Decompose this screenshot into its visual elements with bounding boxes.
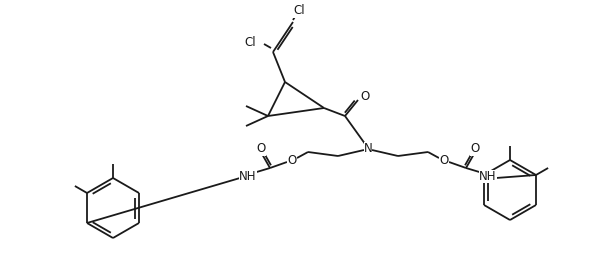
Text: NH: NH <box>239 169 257 183</box>
Text: O: O <box>287 154 297 166</box>
Text: O: O <box>470 143 480 155</box>
Text: N: N <box>364 142 372 154</box>
Text: O: O <box>360 91 370 103</box>
Text: O: O <box>439 154 449 166</box>
Text: O: O <box>256 143 266 155</box>
Text: Cl: Cl <box>293 5 305 17</box>
Text: NH: NH <box>479 169 496 183</box>
Text: Cl: Cl <box>244 36 256 50</box>
